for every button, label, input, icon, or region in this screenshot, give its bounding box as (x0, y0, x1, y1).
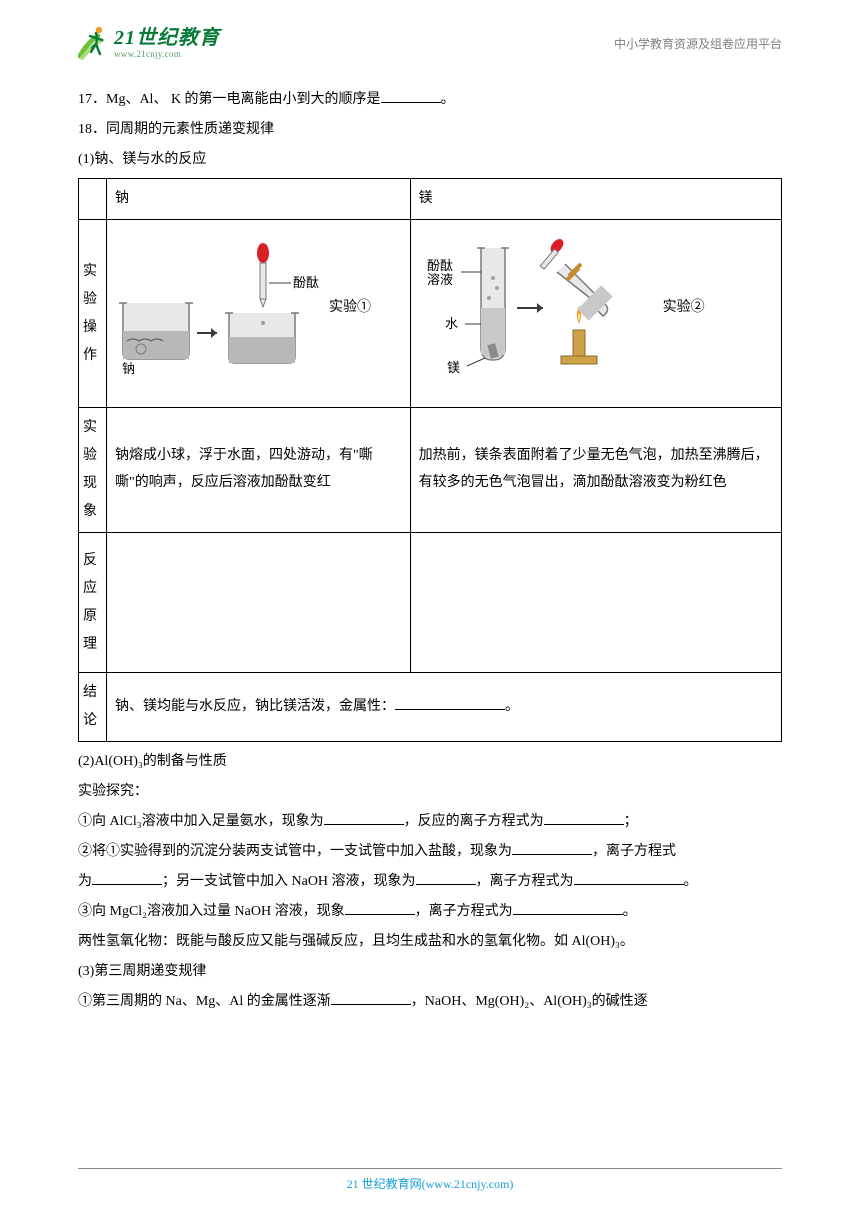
t: ，离子方程式为 (476, 874, 574, 889)
t: ①第三周期的 Na、Mg、Al 的金属性逐渐 (78, 994, 331, 1009)
vchar: 验 (83, 442, 102, 470)
question-17: 17．Mg、Al、 K 的第一电离能由小到大的顺序是 。 (78, 86, 782, 114)
t: ； (624, 814, 638, 829)
blank (513, 901, 623, 915)
part2-l4: ③向 MgCl₂溶液加入过量 NaOH 溶液，现象 ，离子方程式为 。 (78, 898, 782, 926)
q17-text: 17．Mg、Al、 K 的第一电离能由小到大的顺序是 (78, 92, 381, 107)
blank (574, 871, 684, 885)
blank (381, 89, 441, 103)
vchar: 结 (83, 679, 102, 707)
logo-icon (78, 24, 112, 62)
row-label-principle: 反 应 原 理 (79, 533, 107, 673)
col-header-na: 钠 (107, 179, 411, 220)
part2-l3: ②将①实验得到的沉淀分装两支试管中，一支试管中加入盐酸，现象为 ，离子方程式 (78, 838, 782, 866)
t: ②将①实验得到的沉淀分装两支试管中，一支试管中加入盐酸，现象为 (78, 844, 512, 859)
blank (92, 871, 162, 885)
experiment-table: 钠 镁 实 验 操 作 (78, 178, 782, 742)
t: ③向 MgCl₂溶液加入过量 NaOH 溶液，现象 (78, 904, 345, 919)
part2-l5: 两性氢氧化物：既能与酸反应又能与强碱反应，且均生成盐和水的氢氧化物。如 Al(O… (78, 928, 782, 956)
blank (345, 901, 415, 915)
principle-na (107, 533, 411, 673)
row-operation: 实 验 操 作 (79, 220, 782, 408)
na-label: 钠 (122, 361, 135, 376)
row-principle: 反 应 原 理 (79, 533, 782, 673)
header-subtitle: 中小学教育资源及组卷应用平台 (614, 35, 782, 52)
svg-text:酚酞: 酚酞 (427, 258, 453, 273)
phenom-mg: 加热前，镁条表面附着了少量无色气泡，加热至沸腾后，有较多的无色气泡冒出，滴加酚酞… (410, 408, 781, 533)
experiment-2-diagram: 酚酞 溶液 水 镁 (417, 228, 657, 388)
page-content: 17．Mg、Al、 K 的第一电离能由小到大的顺序是。 18．同周期的元素性质递… (0, 76, 860, 1016)
row-conclusion: 结 论 钠、镁均能与水反应，钠比镁活泼，金属性： 。 (79, 673, 782, 742)
vchar: 现 (83, 470, 102, 498)
svg-text:水: 水 (445, 316, 458, 331)
q17-suffix: 。 (441, 92, 455, 107)
exp1-cell: 酚酞 钠 实验① (107, 220, 411, 408)
logo: 21世纪教育 www.21cnjy.com (78, 24, 220, 62)
part2-l7: ①第三周期的 Na、Mg、Al 的金属性逐渐 ，NaOH、Mg(OH)₂、Al(O… (78, 988, 782, 1016)
exp2-cell: 酚酞 溶液 水 镁 (410, 220, 781, 408)
vchar: 实 (83, 258, 102, 286)
vchar: 验 (83, 286, 102, 314)
t: 为 (78, 874, 92, 889)
phenom-na: 钠熔成小球，浮于水面，四处游动，有"嘶嘶"的响声，反应后溶液加酚酞变红 (107, 408, 411, 533)
vchar: 操 (83, 314, 102, 342)
logo-url: www.21cnjy.com (114, 50, 220, 59)
t: ，离子方程式 (592, 844, 676, 859)
part2-l1: 实验探究： (78, 778, 782, 806)
blank (331, 991, 411, 1005)
q18-part1: (1)钠、镁与水的反应 (78, 146, 782, 174)
table-header-row: 钠 镁 (79, 179, 782, 220)
part2-title: (2)Al(OH)₃的制备与性质 (78, 748, 782, 776)
page-footer: 21 世纪教育网(www.21cnjy.com) (0, 1168, 860, 1192)
t: ①向 AlCl₃溶液中加入足量氨水，现象为 (78, 814, 324, 829)
vchar: 理 (83, 631, 102, 659)
vchar: 象 (83, 498, 102, 526)
blank (544, 811, 624, 825)
t: 。 (623, 904, 637, 919)
exp1-label: 实验① (329, 294, 371, 322)
header-empty (79, 179, 107, 220)
t: 。 (684, 874, 698, 889)
conclusion-cell: 钠、镁均能与水反应，钠比镁活泼，金属性： 。 (107, 673, 782, 742)
row-phenomenon: 实 验 现 象 钠熔成小球，浮于水面，四处游动，有"嘶嘶"的响声，反应后溶液加酚… (79, 408, 782, 533)
t: ，NaOH、Mg(OH)₂、Al(OH)₃的碱性逐 (411, 994, 648, 1009)
row-label-operation: 实 验 操 作 (79, 220, 107, 408)
row-label-conclusion: 结 论 (79, 673, 107, 742)
blank (395, 696, 505, 710)
col-header-mg: 镁 (410, 179, 781, 220)
blank (324, 811, 404, 825)
pp-label: 酚酞 (293, 275, 319, 290)
t: ，反应的离子方程式为 (404, 814, 544, 829)
t: ；另一支试管中加入 NaOH 溶液，现象为 (162, 874, 416, 889)
blank (416, 871, 476, 885)
principle-mg (410, 533, 781, 673)
vchar: 反 (83, 547, 102, 575)
part2-l3b: 为 ；另一支试管中加入 NaOH 溶液，现象为 ，离子方程式为 。 (78, 868, 782, 896)
experiment-1-diagram: 酚酞 钠 (113, 233, 323, 383)
logo-text: 21世纪教育 www.21cnjy.com (114, 28, 220, 59)
svg-text:溶液: 溶液 (427, 272, 453, 287)
question-18-title: 18．同周期的元素性质递变规律 (78, 116, 782, 144)
vchar: 实 (83, 414, 102, 442)
svg-text:镁: 镁 (447, 360, 460, 375)
concl-post: 。 (505, 699, 519, 714)
row-label-phenom: 实 验 现 象 (79, 408, 107, 533)
part2-l2: ①向 AlCl₃溶液中加入足量氨水，现象为 ，反应的离子方程式为 ； (78, 808, 782, 836)
concl-pre: 钠、镁均能与水反应，钠比镁活泼，金属性： (115, 699, 395, 714)
footer-divider (78, 1168, 782, 1169)
page-header: 21世纪教育 www.21cnjy.com 中小学教育资源及组卷应用平台 (0, 0, 860, 76)
vchar: 应 (83, 575, 102, 603)
blank (512, 841, 592, 855)
vchar: 作 (83, 342, 102, 370)
t: ，离子方程式为 (415, 904, 513, 919)
exp2-label: 实验② (663, 294, 705, 322)
logo-brand: 21世纪教育 (114, 28, 220, 48)
vchar: 论 (83, 707, 102, 735)
footer-text: 21 世纪教育网(www.21cnjy.com) (347, 1177, 514, 1191)
vchar: 原 (83, 603, 102, 631)
part2-l6: (3)第三周期递变规律 (78, 958, 782, 986)
